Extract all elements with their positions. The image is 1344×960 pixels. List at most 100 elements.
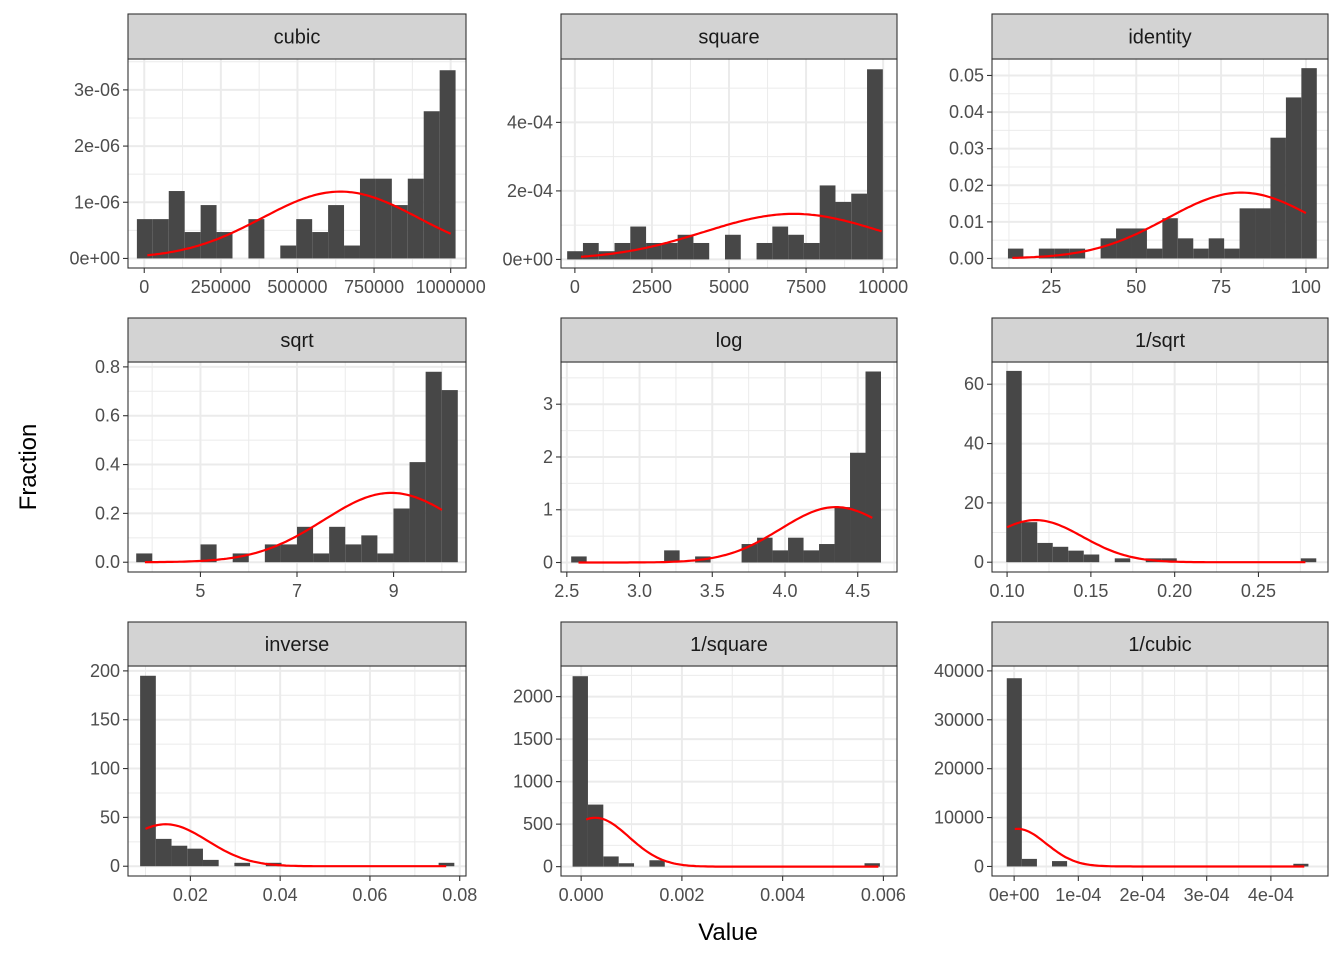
y-axis-title: Fraction xyxy=(15,424,42,511)
facet-panel-log: log 2.5 3.0 3.5 4.0 4.5 0 1 2 3 xyxy=(543,317,898,601)
histogram-bar xyxy=(1293,863,1309,867)
histogram-bar xyxy=(1224,248,1240,259)
x-tick-label: 75 xyxy=(1211,277,1231,297)
histogram-bar xyxy=(136,219,153,259)
histogram-bar xyxy=(788,537,804,563)
histogram-bar xyxy=(155,838,172,867)
y-tick-label: 0 xyxy=(974,856,984,876)
y-tick-label: 0.04 xyxy=(949,102,984,122)
x-tick-label: 0.06 xyxy=(352,885,387,905)
y-tick-label: 20000 xyxy=(934,759,984,779)
y-tick-label: 0.00 xyxy=(949,248,984,268)
histogram-bar xyxy=(345,544,362,563)
histogram-bar xyxy=(393,508,410,563)
facet-panel-cubic: cubic 0 250000 500000 750000 1000000 0e+00 1e-0… xyxy=(69,13,486,297)
facet-strip xyxy=(560,317,898,363)
histogram-bar xyxy=(328,205,345,259)
facet-strip xyxy=(127,13,467,60)
histogram-bar xyxy=(329,526,346,563)
histogram-bar xyxy=(248,219,265,259)
facet-strip-label: sqrt xyxy=(280,330,314,352)
histogram-bar xyxy=(603,856,619,867)
facet-strip-label: log xyxy=(716,330,743,352)
histogram-bar xyxy=(200,544,217,563)
facet-strip-label: cubic xyxy=(274,27,321,49)
histogram-bar xyxy=(168,191,185,259)
histogram-bar xyxy=(441,390,458,563)
y-tick-label: 0e+00 xyxy=(502,249,553,269)
histogram-bar xyxy=(1116,228,1132,259)
y-tick-label: 40 xyxy=(964,434,984,454)
x-tick-label: 0.02 xyxy=(173,885,208,905)
facet-panel-1-cubic: 1/cubic 0e+00 1e-04 2e-04 3e-04 4e-04 0 10000 20… xyxy=(934,621,1329,905)
x-tick-label: 0.04 xyxy=(263,885,298,905)
x-tick-label: 4.5 xyxy=(845,581,870,601)
histogram-bar xyxy=(375,178,392,259)
x-tick-label: 5 xyxy=(195,581,205,601)
y-tick-label: 0e+00 xyxy=(69,248,120,268)
x-tick-label: 25 xyxy=(1041,277,1061,297)
histogram-bar xyxy=(200,205,217,259)
y-tick-label: 1e-06 xyxy=(74,192,120,212)
density-curve xyxy=(145,823,447,868)
density-curve xyxy=(144,491,443,564)
histogram-bar xyxy=(425,371,442,563)
facet-panel-identity: identity 25 50 75 100 0.00 0.01 0.02 0.03 0.04 0.0… xyxy=(949,13,1329,297)
histogram-bar xyxy=(1255,208,1271,259)
x-tick-label: 3.5 xyxy=(700,581,725,601)
y-tick-label: 3e-06 xyxy=(74,80,120,100)
y-tick-label: 1 xyxy=(543,500,553,520)
facet-strip xyxy=(127,621,467,667)
histogram-bar xyxy=(344,245,360,259)
histogram-bar xyxy=(664,550,680,563)
y-tick-label: 0.0 xyxy=(95,552,120,572)
x-tick-label: 500000 xyxy=(267,277,327,297)
x-tick-label: 2500 xyxy=(632,277,672,297)
histogram-bar xyxy=(756,242,773,260)
density-curve xyxy=(1012,191,1307,259)
histogram-bar xyxy=(1052,546,1069,563)
histogram-bar xyxy=(864,863,880,867)
histogram-bar xyxy=(851,193,868,260)
histogram-bar xyxy=(587,804,604,867)
x-tick-label: 2e-04 xyxy=(1119,885,1165,905)
histogram-bar xyxy=(439,70,456,259)
facet-strip-label: 1/cubic xyxy=(1128,634,1191,656)
histogram-bar xyxy=(867,69,883,260)
x-tick-label: 4e-04 xyxy=(1248,885,1294,905)
facet-strip xyxy=(991,621,1329,667)
x-tick-label: 10000 xyxy=(858,277,908,297)
histogram-bar xyxy=(171,845,188,867)
histogram-bar xyxy=(409,462,426,563)
x-tick-label: 7 xyxy=(292,581,302,601)
panel-background xyxy=(992,362,1328,572)
facet-panel-inverse: inverse 0.02 0.04 0.06 0.08 0 50 100 150 200 xyxy=(90,621,477,905)
density-curve xyxy=(585,816,879,868)
histogram-bar xyxy=(1161,558,1177,563)
y-tick-label: 0 xyxy=(974,552,984,572)
histogram-bar xyxy=(850,452,866,563)
histogram-bar xyxy=(772,226,789,260)
histogram-bar xyxy=(1193,248,1209,259)
y-tick-label: 0.4 xyxy=(95,455,120,475)
y-tick-label: 2e-04 xyxy=(507,181,553,201)
x-tick-label: 9 xyxy=(389,581,399,601)
histogram-bar xyxy=(296,219,313,259)
y-tick-label: 0.05 xyxy=(949,65,984,85)
facet-strip-label: 1/square xyxy=(690,634,768,656)
y-tick-label: 0 xyxy=(543,857,553,877)
histogram-bar xyxy=(438,862,455,867)
histogram-bar xyxy=(572,676,588,867)
histogram-bar xyxy=(1131,228,1147,259)
y-tick-label: 200 xyxy=(90,661,120,681)
histogram-bar xyxy=(1037,542,1053,563)
x-tick-label: 1000000 xyxy=(416,277,486,297)
y-tick-label: 0.2 xyxy=(95,503,120,523)
histogram-bar xyxy=(630,226,647,260)
histogram-bar xyxy=(377,553,394,563)
y-tick-label: 4e-04 xyxy=(507,112,553,132)
y-tick-label: 0.8 xyxy=(95,357,120,377)
histogram-bar xyxy=(202,859,219,867)
y-tick-label: 0.03 xyxy=(949,139,984,159)
